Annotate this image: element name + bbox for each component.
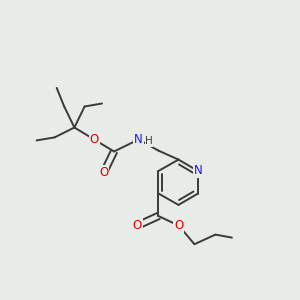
Text: N: N [134, 133, 143, 146]
Text: O: O [90, 133, 99, 146]
Text: H: H [145, 136, 153, 146]
Text: N: N [194, 164, 202, 178]
Text: O: O [133, 219, 142, 232]
Text: O: O [174, 219, 183, 232]
Text: O: O [99, 166, 108, 179]
